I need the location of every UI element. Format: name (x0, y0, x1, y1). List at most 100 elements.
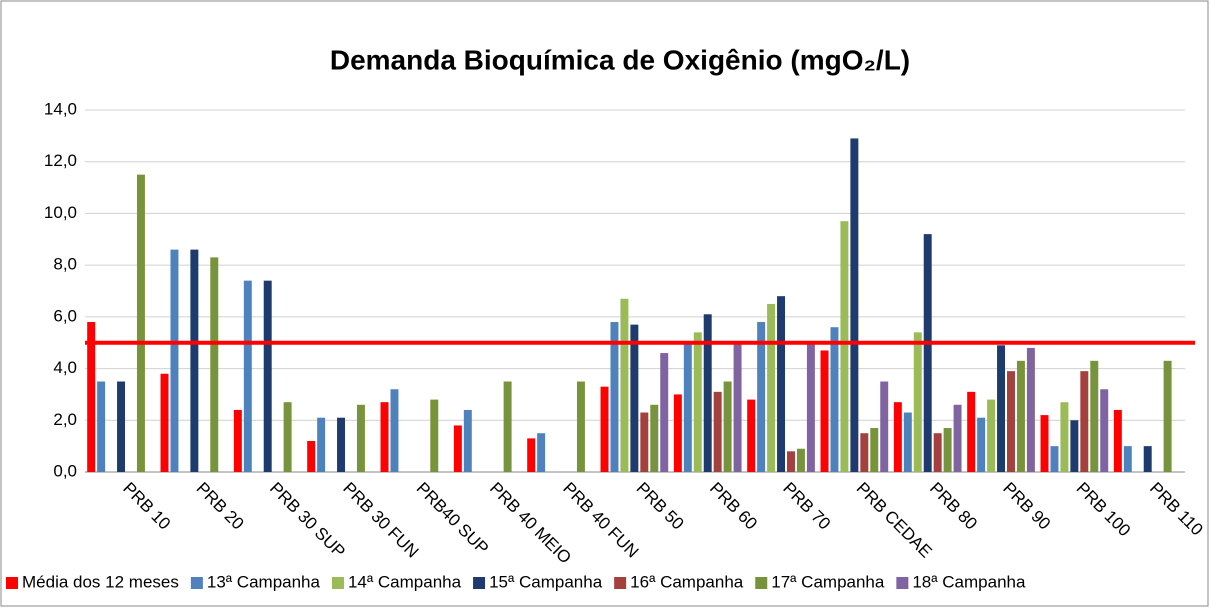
bar (820, 350, 829, 472)
legend-label: Média dos 12 meses (22, 572, 179, 591)
bar (640, 412, 649, 472)
bar (160, 373, 169, 472)
bar (503, 381, 512, 472)
bar (380, 402, 389, 472)
legend-label: 15ª Campanha (489, 572, 603, 591)
bar (1100, 389, 1109, 472)
bar (430, 399, 439, 472)
y-tick-label: 8,0 (53, 255, 77, 274)
bar (307, 440, 316, 472)
bar (87, 322, 96, 472)
y-tick-label: 4,0 (53, 358, 77, 377)
bar (337, 417, 346, 472)
bar (576, 381, 585, 472)
bar (1090, 360, 1099, 472)
bar (713, 391, 722, 472)
bar (317, 417, 326, 472)
bar (263, 280, 272, 472)
bar (1016, 360, 1025, 472)
bar (210, 257, 219, 472)
legend-swatch (473, 577, 486, 589)
bar (903, 412, 912, 472)
bar (453, 425, 462, 472)
bar (243, 280, 252, 472)
bar (1040, 415, 1049, 472)
bar (997, 345, 1006, 472)
bar (880, 381, 889, 472)
legend-label: 18ª Campanha (912, 572, 1026, 591)
y-tick-label: 2,0 (53, 410, 77, 429)
legend-swatch (755, 577, 768, 589)
bar (630, 324, 639, 472)
bar (1163, 360, 1172, 472)
bar (830, 327, 839, 472)
bar (870, 428, 879, 472)
bar (850, 138, 859, 472)
legend-label: 13ª Campanha (207, 572, 321, 591)
bar (1070, 420, 1079, 472)
bar (953, 404, 962, 472)
bar (703, 314, 712, 472)
bar (600, 386, 609, 472)
bar (673, 394, 682, 472)
legend-swatch (614, 577, 627, 589)
bar (283, 402, 292, 472)
bar (1007, 371, 1015, 472)
y-tick-label: 12,0 (44, 151, 77, 170)
bar (923, 234, 932, 472)
bar (610, 322, 619, 472)
bar (190, 249, 199, 472)
bar (1080, 371, 1089, 472)
bar (463, 409, 472, 472)
bar (893, 402, 902, 472)
bar (757, 322, 766, 472)
legend-swatch (190, 577, 203, 589)
bar (117, 381, 126, 472)
bar (723, 381, 732, 472)
bar (527, 438, 536, 472)
bar (1026, 347, 1035, 472)
bar (683, 342, 692, 472)
bar (913, 332, 922, 472)
y-tick-label: 14,0 (44, 99, 77, 118)
bar (796, 448, 805, 472)
legend-swatch (896, 577, 909, 589)
bar (977, 417, 986, 472)
bar (1113, 409, 1122, 472)
bar (1050, 446, 1059, 472)
bar (1143, 446, 1152, 472)
bar (767, 303, 776, 472)
bar (1060, 402, 1069, 472)
bar (860, 433, 869, 472)
bar (987, 399, 996, 472)
legend-label: 14ª Campanha (348, 572, 462, 591)
bar (170, 249, 179, 472)
bar (660, 353, 669, 472)
legend-swatch (6, 577, 18, 589)
bar (787, 451, 795, 472)
bar (747, 399, 756, 472)
legend-label: 17ª Campanha (771, 572, 885, 591)
bar (537, 433, 546, 472)
bar (620, 298, 629, 472)
bar (933, 433, 942, 472)
bar (390, 389, 399, 472)
bar (840, 221, 849, 472)
chart-title: Demanda Bioquímica de Oxigênio (mgO₂/L) (330, 44, 910, 75)
bar (777, 296, 786, 472)
y-tick-label: 10,0 (44, 203, 77, 222)
bar (806, 342, 815, 472)
bar (693, 332, 702, 472)
y-tick-label: 0,0 (53, 461, 77, 480)
bar (650, 404, 659, 472)
legend-label: 16ª Campanha (630, 572, 744, 591)
bar (733, 342, 742, 472)
bar (1123, 446, 1132, 472)
bar (233, 409, 242, 472)
bar (967, 391, 976, 472)
y-tick-label: 6,0 (53, 306, 77, 325)
bar (97, 381, 106, 472)
bar (356, 404, 365, 472)
